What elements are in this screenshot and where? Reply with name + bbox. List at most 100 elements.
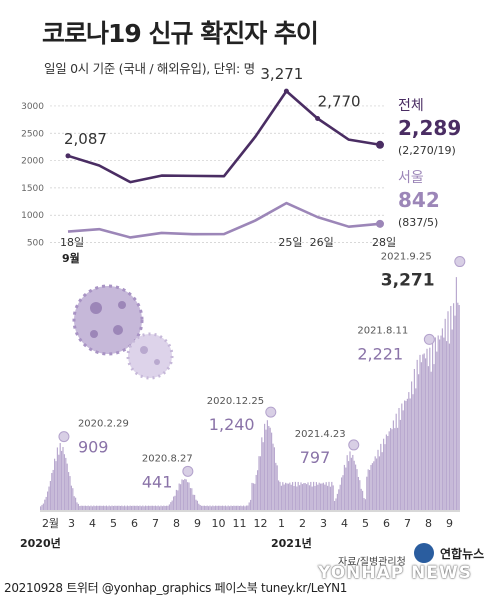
bar xyxy=(189,488,191,510)
x-tick-label: 5 xyxy=(362,517,369,530)
bar xyxy=(332,485,334,510)
bar xyxy=(108,505,110,510)
bar xyxy=(105,505,107,510)
x-tick-label: 3 xyxy=(320,517,327,530)
bar xyxy=(345,467,347,510)
peak-marker xyxy=(454,256,466,268)
bar xyxy=(63,454,65,510)
series-line-total xyxy=(67,89,381,184)
bar xyxy=(72,488,74,510)
bar xyxy=(426,348,428,510)
bar xyxy=(47,491,49,510)
bar xyxy=(377,449,379,510)
bar xyxy=(175,489,177,510)
peak-marker xyxy=(348,439,360,451)
bar xyxy=(370,464,372,510)
bar xyxy=(125,506,127,510)
bar xyxy=(58,454,60,510)
bar xyxy=(412,394,414,510)
bar xyxy=(401,403,403,510)
bar xyxy=(448,343,450,510)
bar xyxy=(433,364,435,510)
series-end-point xyxy=(376,140,384,149)
bar xyxy=(157,505,159,510)
bar xyxy=(132,505,134,510)
x-tick-label: 3 xyxy=(68,517,75,530)
bar xyxy=(406,398,408,510)
bar xyxy=(458,305,460,510)
bar xyxy=(208,506,210,510)
bar xyxy=(195,499,197,510)
bar xyxy=(446,341,448,510)
bar xyxy=(369,470,371,510)
bar xyxy=(222,505,224,510)
bar xyxy=(174,495,176,510)
bar xyxy=(391,429,393,510)
bar xyxy=(272,443,274,510)
series-name: 전체 xyxy=(398,98,424,114)
x-tick-label: 7 xyxy=(152,517,159,530)
series-name: 서울 xyxy=(398,170,424,186)
bar xyxy=(243,505,245,510)
bar xyxy=(188,482,190,510)
bar xyxy=(413,368,415,510)
bar xyxy=(359,480,361,510)
bar xyxy=(355,464,357,510)
x-tick-label: 5 xyxy=(110,517,117,530)
y-tick-label: 2000 xyxy=(21,157,44,167)
bar xyxy=(402,410,404,510)
bar xyxy=(98,505,100,510)
page-title: 코로나19 신규 확진자 추이 xyxy=(42,19,319,48)
bar xyxy=(429,347,431,510)
bar xyxy=(383,438,385,510)
peak-date: 2020.8.27 xyxy=(142,453,193,464)
x-tick-label: 9 xyxy=(194,517,201,530)
bar xyxy=(224,505,226,510)
bar xyxy=(373,461,375,510)
bar xyxy=(234,505,236,510)
bar xyxy=(149,505,151,510)
bar xyxy=(282,482,284,510)
bar xyxy=(198,503,200,510)
bar xyxy=(42,503,44,510)
bar xyxy=(107,506,109,510)
bar xyxy=(248,502,250,510)
bar xyxy=(339,484,341,510)
peak-date: 2021.8.11 xyxy=(357,325,408,336)
bar xyxy=(453,303,455,510)
peak-value: 797 xyxy=(300,448,331,467)
bar xyxy=(182,480,184,510)
bar xyxy=(320,483,322,510)
bar xyxy=(440,335,442,510)
bar xyxy=(110,506,112,510)
bar xyxy=(66,463,68,510)
bar xyxy=(87,505,89,510)
bar xyxy=(217,505,219,510)
bar xyxy=(286,483,288,510)
bar xyxy=(136,505,138,510)
bar xyxy=(367,469,369,510)
bar xyxy=(142,505,144,510)
bar xyxy=(178,483,180,510)
bar xyxy=(427,366,429,510)
bar xyxy=(399,419,401,510)
bar xyxy=(219,505,221,510)
bar xyxy=(97,505,99,510)
peak-value: 441 xyxy=(142,472,173,491)
bar xyxy=(390,427,392,510)
bar xyxy=(202,505,204,510)
bar xyxy=(244,506,246,510)
bar xyxy=(156,506,158,510)
bar xyxy=(423,353,425,510)
bar xyxy=(293,486,295,510)
bar xyxy=(271,432,273,510)
bar xyxy=(227,505,229,510)
bar xyxy=(118,505,120,510)
bar xyxy=(384,444,386,510)
bar xyxy=(276,465,278,510)
bar xyxy=(117,505,119,510)
bar xyxy=(83,505,85,510)
x-tick-label: 1 xyxy=(278,517,285,530)
series-line-seoul xyxy=(67,201,381,239)
